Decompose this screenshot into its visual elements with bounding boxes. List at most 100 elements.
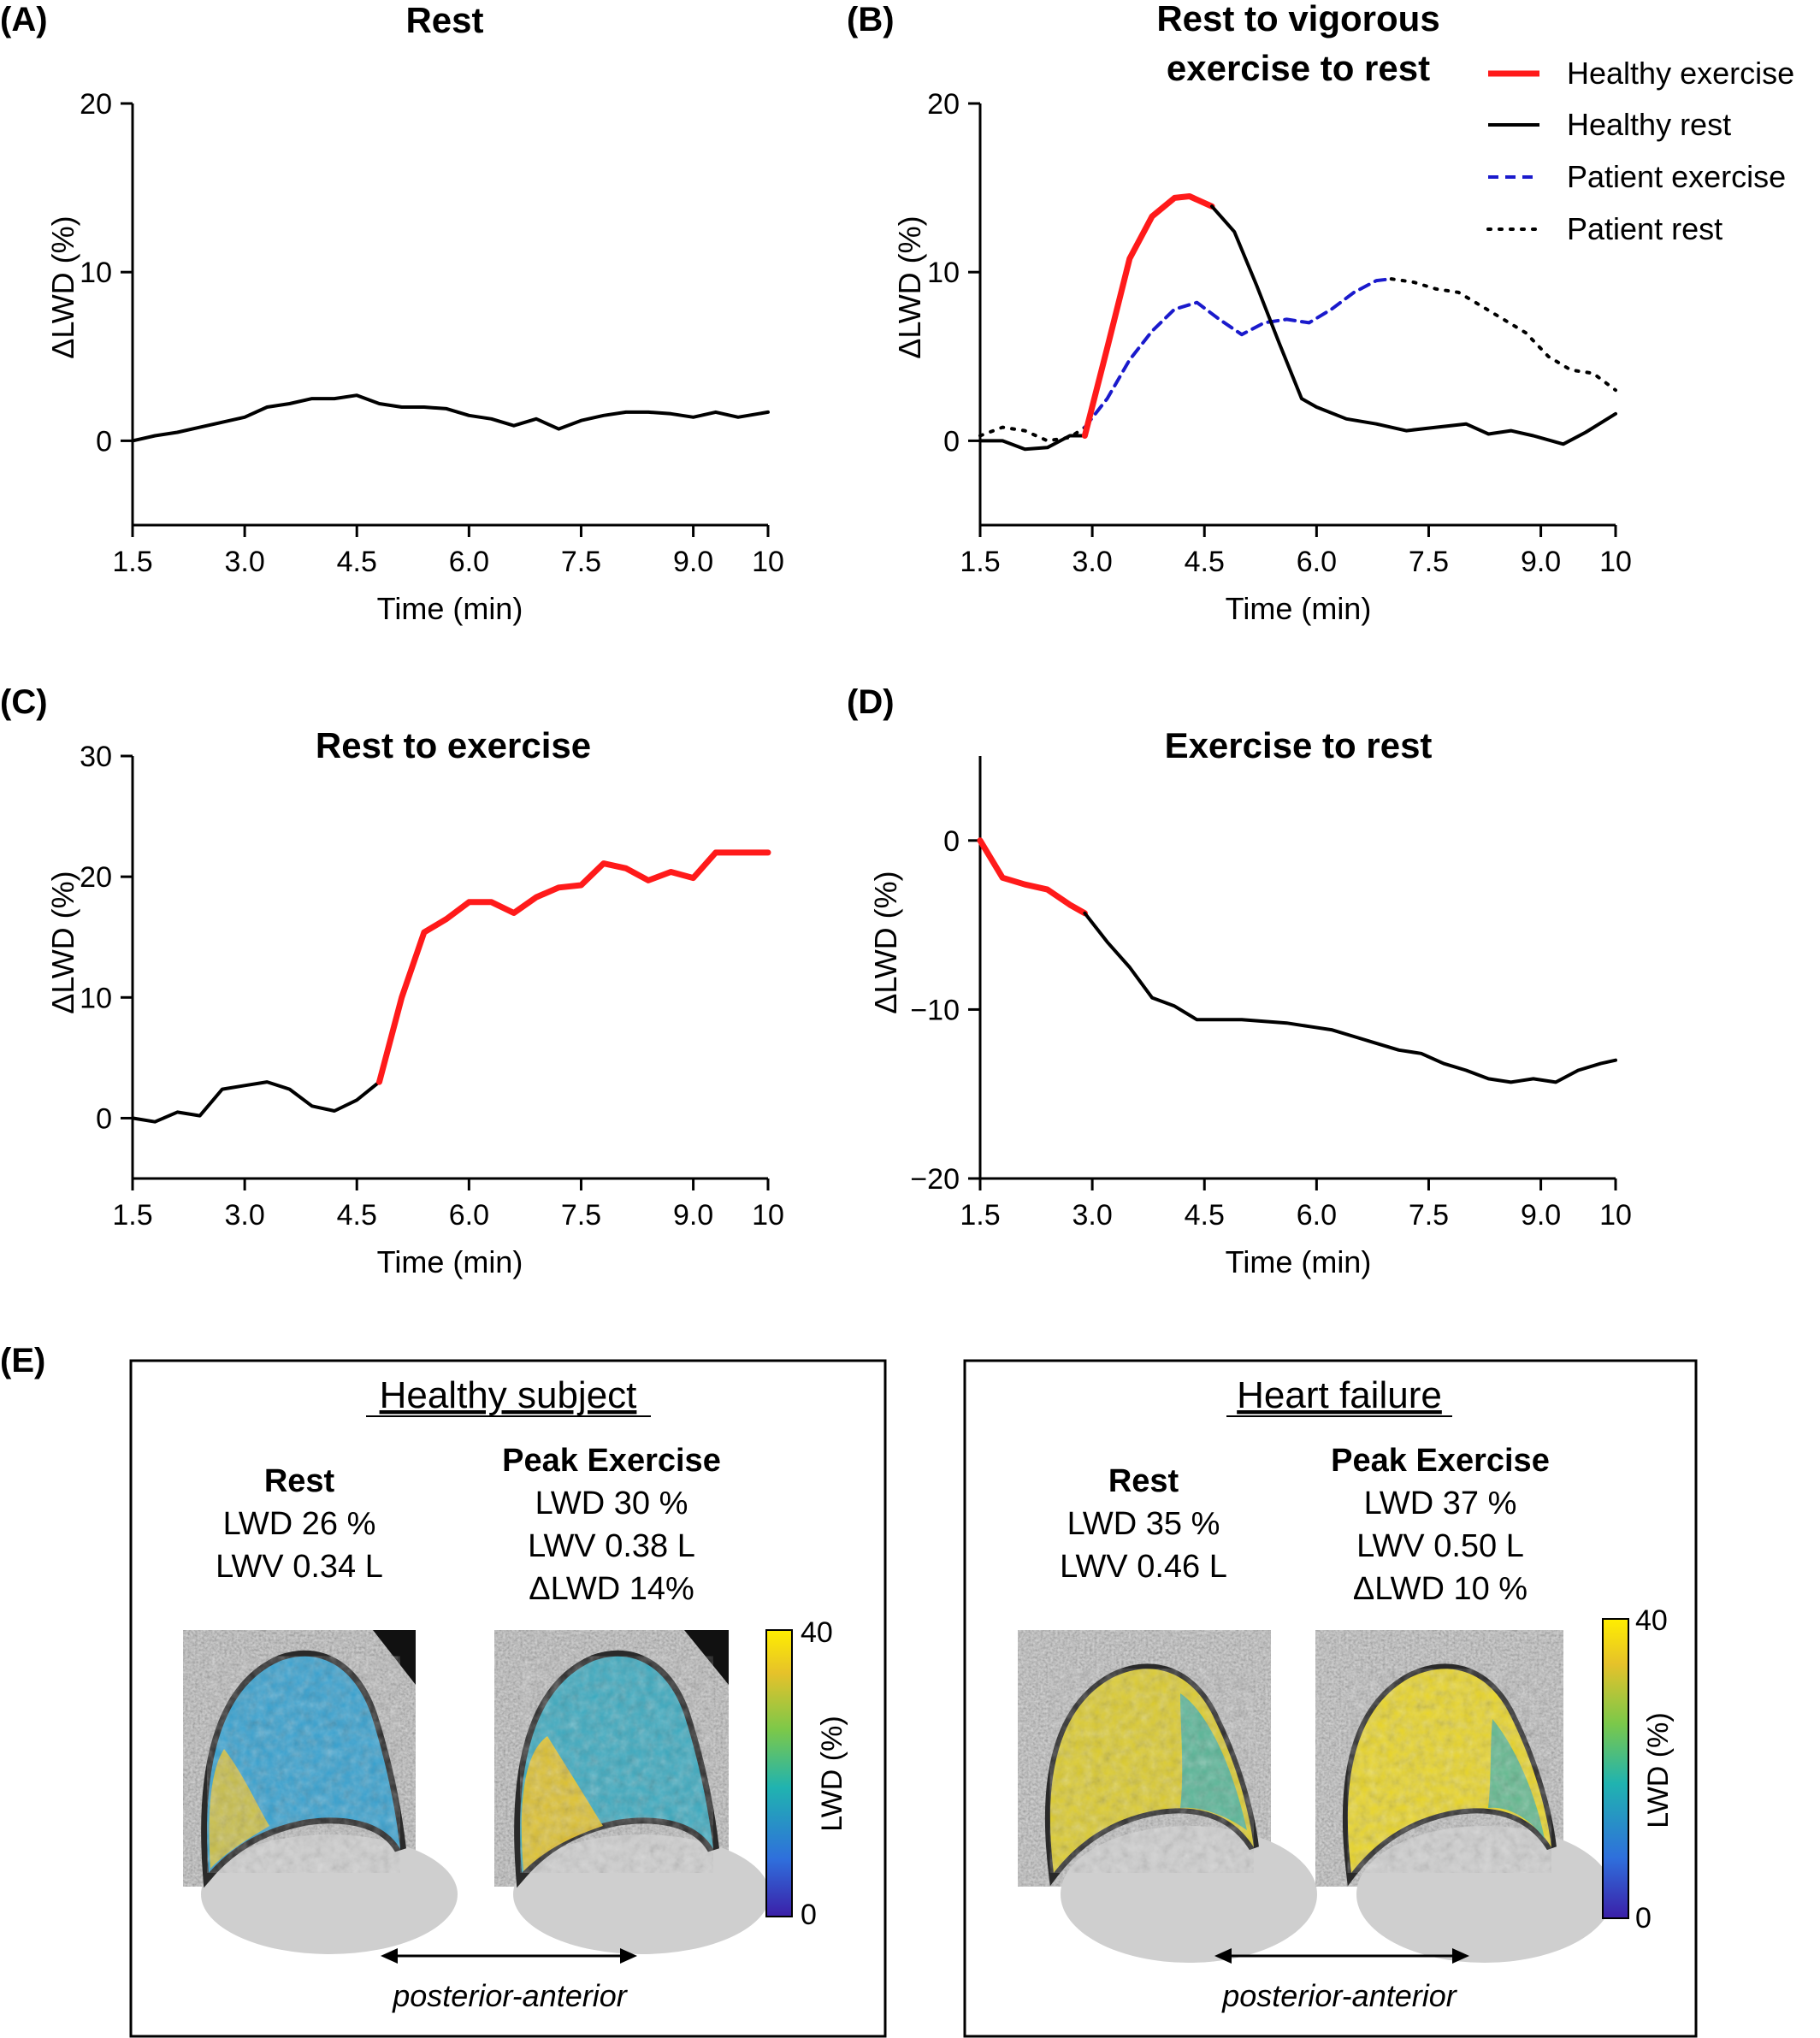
x-tick-label-b: 7.5 — [1409, 546, 1449, 578]
legend-label-healthy-rest: Healthy rest — [1567, 107, 1731, 142]
xlabel-d: Time (min) — [1226, 1244, 1372, 1279]
series-a — [131, 393, 770, 443]
heart-failure-peak-dlwd: ΔLWD 10 % — [1353, 1571, 1528, 1607]
x-tick-label-d: 6.0 — [1297, 1199, 1337, 1232]
y-tick-label-c: 0 — [96, 1102, 112, 1135]
x-tick-label-c: 4.5 — [337, 1199, 377, 1232]
legend-label-patient-exercise: Patient exercise — [1567, 159, 1786, 194]
ylabel-b: ΔLWD (%) — [892, 216, 927, 358]
chart-a: 1.5 3.0 4.5 6.0 7.5 9.0 10 0 10 20 — [80, 88, 784, 578]
y-tick-label-c: 30 — [80, 741, 112, 773]
x-tick-label-d: 1.5 — [960, 1199, 1000, 1232]
series-line-patient-rest-b — [978, 425, 1087, 443]
y-tick-label-b: 10 — [927, 257, 960, 289]
panel-label-e: (E) — [0, 1342, 45, 1379]
heart-failure-box: Heart failure Rest LWD 35 % LWV 0.46 L P… — [963, 1359, 1698, 2038]
x-tick-label-b: 3.0 — [1072, 546, 1112, 578]
heart-failure-rest-lwv: LWV 0.46 L — [1060, 1549, 1227, 1585]
ticks-a: 1.5 3.0 4.5 6.0 7.5 9.0 10 0 10 20 — [80, 88, 784, 578]
colorbar-label-heart-failure: LWD (%) — [1642, 1712, 1675, 1828]
x-tick-label-d: 7.5 — [1409, 1199, 1449, 1232]
x-tick-label-b: 6.0 — [1297, 546, 1337, 578]
series-line-healthy-rest-a — [131, 393, 770, 443]
panel-label-c: (C) — [0, 683, 48, 721]
panel-e: (E) Healthy subject Rest LWD 26 % LWV 0.… — [0, 1342, 1698, 2038]
series-line-healthy-rest-b — [1210, 204, 1617, 446]
series-d — [977, 837, 1617, 1084]
colorbar-max-heart-failure: 40 — [1635, 1604, 1668, 1637]
series-line-patient-exercise-b — [1083, 277, 1393, 429]
healthy-peak-lwv: LWV 0.38 L — [528, 1528, 695, 1564]
y-tick-label-b: 0 — [943, 425, 960, 458]
x-tick-label-c: 6.0 — [449, 1199, 489, 1232]
title-b-line-2: exercise to rest — [1167, 48, 1430, 88]
chart-b: 1.5 3.0 4.5 6.0 7.5 9.0 10 0 10 20 — [927, 88, 1632, 578]
series-line-healthy-rest-c — [131, 1080, 381, 1124]
heart-failure-peak-lwd: LWD 37 % — [1364, 1486, 1517, 1521]
series-line-healthy-rest-b — [978, 434, 1087, 452]
x-tick-label-a: 9.0 — [673, 546, 713, 578]
x-tick-label-d: 3.0 — [1072, 1199, 1112, 1232]
y-tick-label-a: 20 — [80, 88, 112, 121]
x-tick-label-a: 4.5 — [337, 546, 377, 578]
x-tick-label-a: 6.0 — [449, 546, 489, 578]
direction-label-heart-failure: posterior-anterior — [1221, 1978, 1457, 2013]
healthy-peak-dlwd: ΔLWD 14% — [529, 1571, 694, 1607]
x-tick-label-c: 1.5 — [112, 1199, 152, 1232]
mri-image-healthy-peak — [494, 1630, 770, 1954]
chart-d: 1.5 3.0 4.5 6.0 7.5 9.0 10 −20 −10 0 — [910, 756, 1632, 1232]
series-line-patient-rest-b — [1389, 277, 1617, 393]
title-a: Rest — [405, 0, 483, 40]
healthy-box-title: Healthy subject — [380, 1374, 637, 1416]
direction-label-healthy: posterior-anterior — [392, 1978, 628, 2013]
mri-image-healthy-rest — [183, 1630, 458, 1954]
x-tick-label-a: 1.5 — [112, 546, 152, 578]
y-tick-label-a: 10 — [80, 257, 112, 289]
x-tick-label-d: 9.0 — [1521, 1199, 1561, 1232]
healthy-box-frame — [129, 1359, 887, 2038]
mri-image-heart-failure-peak — [1315, 1630, 1613, 1963]
heart-failure-box-title: Heart failure — [1237, 1374, 1442, 1416]
heart-failure-rest-heading: Rest — [1108, 1463, 1179, 1499]
healthy-rest-lwv: LWV 0.34 L — [216, 1549, 383, 1585]
series-line-healthy-rest-d — [1083, 911, 1617, 1084]
colorbar-min-healthy: 0 — [801, 1899, 817, 1931]
x-tick-label-b: 10 — [1599, 546, 1632, 578]
panel-label-d: (D) — [847, 683, 895, 721]
ticks-c: 1.5 3.0 4.5 6.0 7.5 9.0 10 0 10 20 30 — [80, 741, 784, 1232]
colorbar-min-heart-failure: 0 — [1635, 1902, 1652, 1935]
x-tick-label-d: 10 — [1599, 1199, 1632, 1232]
x-tick-label-c: 7.5 — [561, 1199, 601, 1232]
colorbar-gradient-heart-failure — [1602, 1618, 1629, 1919]
ylabel-d: ΔLWD (%) — [868, 871, 903, 1013]
y-tick-label-d: −10 — [910, 994, 960, 1026]
y-tick-label-b: 20 — [927, 88, 960, 121]
xlabel-a: Time (min) — [377, 591, 523, 626]
mri-image-heart-failure-rest — [1018, 1630, 1317, 1963]
ylabel-c: ΔLWD (%) — [45, 871, 80, 1013]
ylabel-a: ΔLWD (%) — [45, 216, 80, 358]
xlabel-b: Time (min) — [1226, 591, 1372, 626]
x-tick-label-c: 3.0 — [224, 1199, 264, 1232]
heart-failure-rest-lwd: LWD 35 % — [1067, 1506, 1220, 1542]
y-tick-label-c: 10 — [80, 982, 112, 1014]
x-tick-label-b: 4.5 — [1185, 546, 1225, 578]
x-tick-label-b: 9.0 — [1521, 546, 1561, 578]
colorbar-label-healthy: LWD (%) — [816, 1716, 848, 1831]
chart-c: 1.5 3.0 4.5 6.0 7.5 9.0 10 0 10 20 30 — [80, 741, 784, 1232]
healthy-peak-heading: Peak Exercise — [502, 1443, 721, 1479]
panel-c: (C) Rest to exercise 1.5 3.0 4.5 6.0 7.5 9.0 1… — [0, 683, 784, 1279]
series-line-healthy-exercise-c — [376, 849, 771, 1085]
series-line-healthy-exercise-d — [977, 837, 1088, 917]
y-tick-label-c: 20 — [80, 861, 112, 894]
healthy-peak-lwd: LWD 30 % — [535, 1486, 688, 1521]
panel-b: (B) Rest to vigorous exercise to rest 1.… — [847, 0, 1794, 626]
x-tick-label-a: 10 — [752, 546, 784, 578]
x-tick-label-c: 10 — [752, 1199, 784, 1232]
heart-failure-peak-lwv: LWV 0.50 L — [1356, 1528, 1524, 1564]
series-c — [131, 849, 771, 1124]
legend-label-healthy-exercise: Healthy exercise — [1567, 56, 1794, 91]
xlabel-c: Time (min) — [377, 1244, 523, 1279]
x-tick-label-b: 1.5 — [960, 546, 1000, 578]
